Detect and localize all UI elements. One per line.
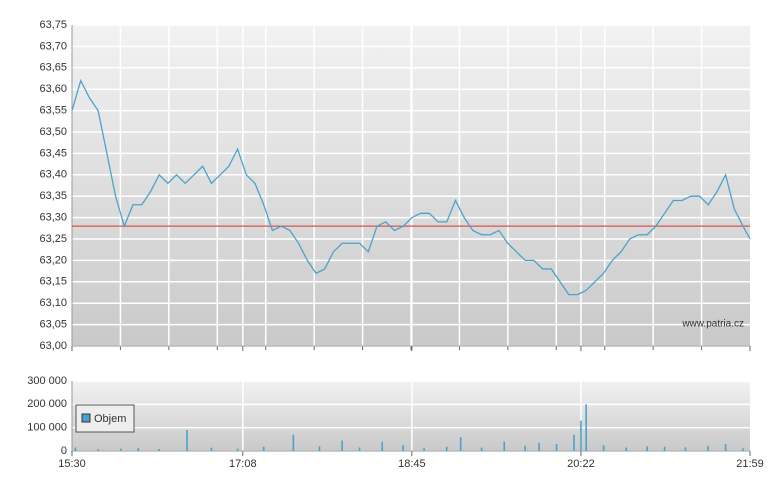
legend-swatch [81,413,91,423]
volume-bar [480,447,483,451]
volume-bar [646,446,648,451]
y-tick-label: 63,25 [39,233,67,245]
x-tick-label: 18:45 [398,458,426,470]
volume-bar [445,446,448,451]
volume-bar [358,447,361,451]
y-tick-label: 63,20 [39,254,67,266]
volume-bar [137,448,140,451]
volume-bar [663,446,666,451]
volume-bar [210,447,213,451]
y-tick-label: 63,50 [39,126,67,138]
y-tick-label: 63,75 [39,19,67,31]
volume-bar [423,448,425,451]
volume-bar [236,448,239,451]
plot-area [72,381,750,451]
x-tick-label: 21:59 [736,458,764,470]
volume-bar [602,445,605,451]
x-tick-label: 17:08 [229,458,257,470]
volume-bar [684,447,687,451]
y-tick-label: 63,05 [39,319,67,331]
volume-bar [158,448,160,451]
volume-bar [580,420,582,451]
y-tick-label: 63,60 [39,83,67,95]
volume-bar [402,445,404,451]
y-tick-label: 63,30 [39,212,67,224]
volume-bar [524,445,526,451]
y-tick-label: 300 000 [27,375,67,387]
y-tick-label: 100 000 [27,422,67,434]
volume-bar [341,440,343,451]
y-tick-label: 63,15 [39,276,67,288]
volume-bar [585,404,587,451]
volume-bar [724,444,727,451]
volume-bar [97,449,99,451]
y-tick-label: 63,70 [39,40,67,52]
volume-bar [459,437,462,451]
volume-bar [318,446,321,451]
volume-bar [381,441,384,451]
volume-bar [573,434,575,451]
legend-label: Objem [94,413,126,425]
volume-bar [292,434,295,451]
y-tick-label: 63,10 [39,297,67,309]
volume-bar [742,448,744,451]
volume-bar [120,448,122,451]
volume-bar [262,446,265,451]
x-tick-label: 20:22 [567,458,595,470]
volume-bar [538,442,540,451]
y-tick-label: 200 000 [27,398,67,410]
y-tick-label: 63,00 [39,340,67,352]
y-tick-label: 0 [61,445,67,457]
y-tick-label: 63,40 [39,169,67,181]
volume-bar [186,430,188,451]
y-tick-label: 63,35 [39,190,67,202]
y-tick-label: 63,45 [39,147,67,159]
volume-bar [503,441,506,451]
volume-bar [74,447,77,451]
volume-bar [707,445,709,451]
x-tick-label: 15:30 [58,458,86,470]
price-line [71,78,751,296]
volume-bar [555,444,558,451]
y-tick-label: 63,55 [39,105,67,117]
y-tick-label: 63,65 [39,62,67,74]
legend: Objem [75,404,135,433]
volume-bar [625,447,628,451]
watermark: www.patria.cz [681,319,744,330]
